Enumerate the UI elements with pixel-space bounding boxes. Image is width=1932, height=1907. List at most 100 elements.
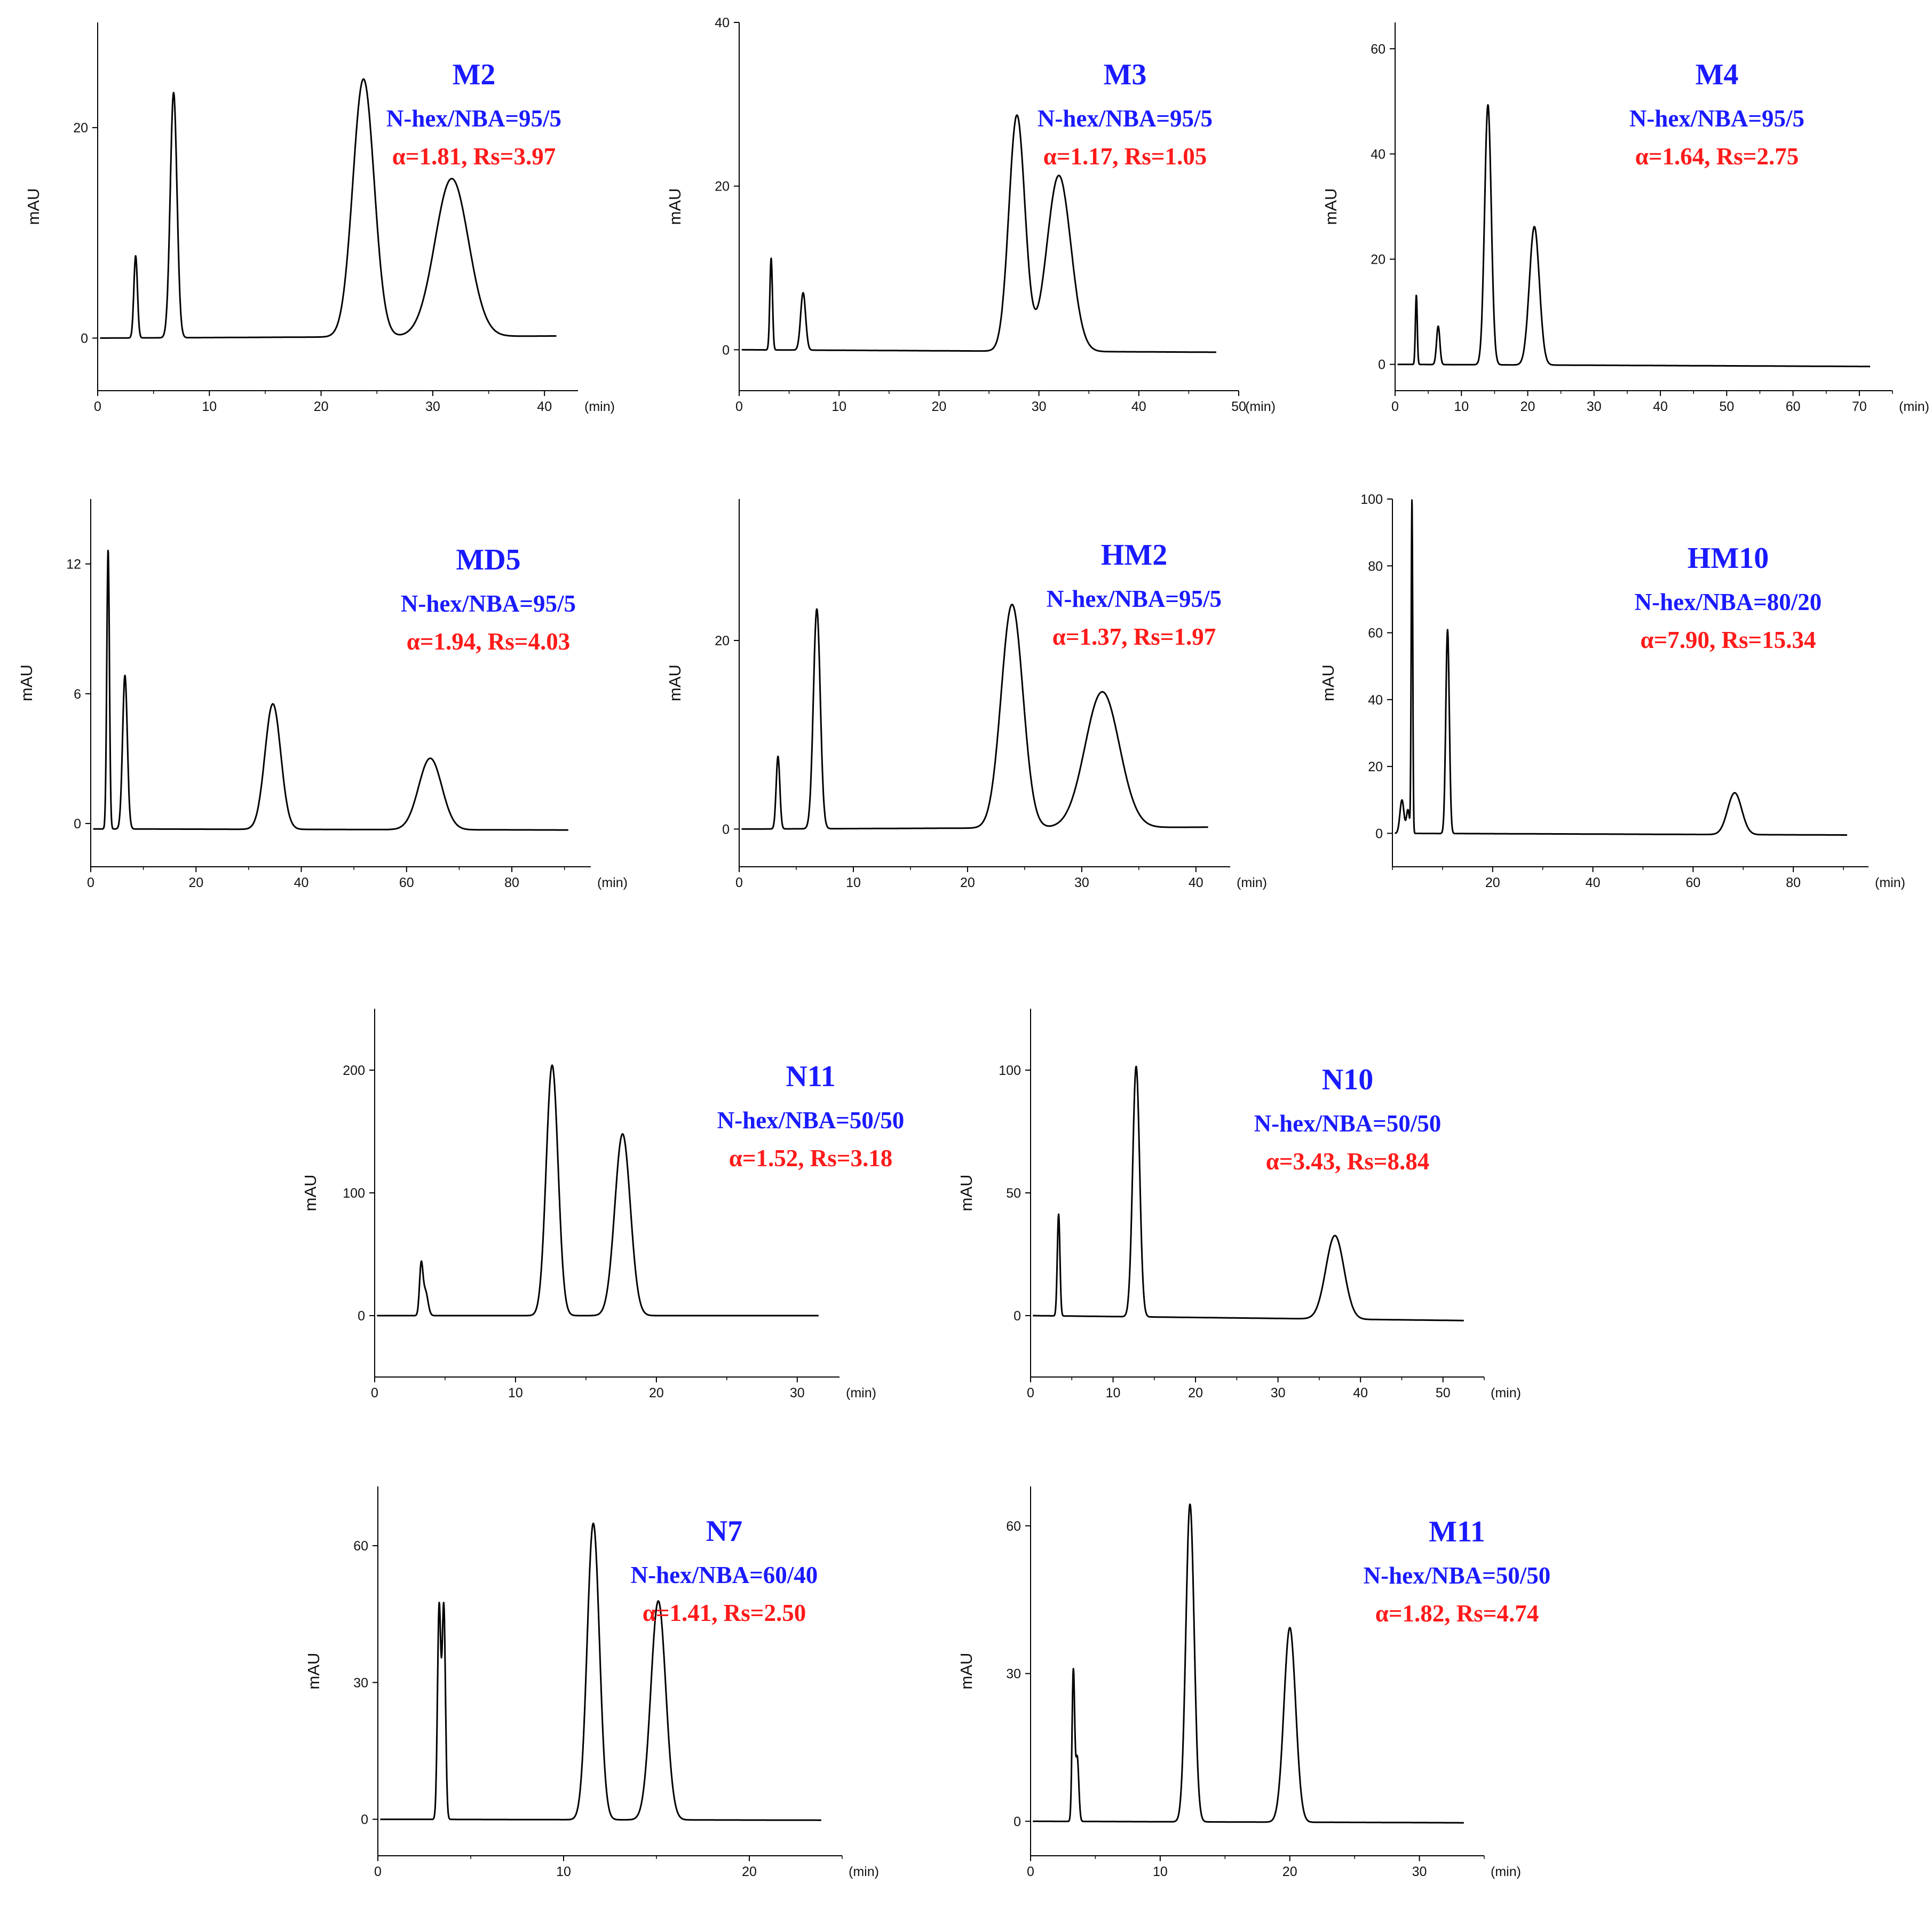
chromatogram-trace — [99, 78, 557, 339]
y-tick-label: 30 — [353, 1675, 368, 1690]
x-tick-label: 0 — [1027, 1864, 1034, 1879]
y-tick-label: 80 — [1368, 559, 1383, 574]
x-tick-label: 40 — [537, 399, 552, 414]
chart-panel-hm10: 20 40 60 80 0 20 40 60 80 100 (min) mAU HM10 N-hex/NB… — [1319, 492, 1905, 890]
mobile-phase-label: N-hex/NBA=95/5 — [1629, 105, 1804, 132]
x-axis-unit: (min) — [1491, 1386, 1521, 1400]
x-tick-label: 80 — [504, 875, 519, 890]
chromatogram-trace — [376, 1064, 819, 1317]
y-tick-label: 100 — [999, 1063, 1021, 1078]
y-tick-label: 60 — [353, 1539, 368, 1554]
x-tick-label: 0 — [1391, 399, 1399, 414]
mobile-phase-label: N-hex/NBA=95/5 — [386, 105, 561, 132]
separation-stats: α=1.82, Rs=4.74 — [1375, 1600, 1539, 1627]
y-tick-label: 40 — [715, 15, 730, 30]
x-tick-label: 60 — [1786, 399, 1801, 414]
y-tick-label: 6 — [74, 687, 81, 702]
mobile-phase-label: N-hex/NBA=60/40 — [631, 1562, 818, 1588]
peak-apex — [451, 180, 452, 181]
x-axis-unit: (min) — [846, 1386, 876, 1400]
sample-title: M11 — [1429, 1515, 1485, 1548]
peak-apex — [1734, 791, 1735, 792]
x-axis-unit: (min) — [1491, 1864, 1521, 1879]
y-tick-label: 60 — [1006, 1519, 1021, 1534]
x-tick-label: 0 — [371, 1386, 378, 1400]
chart-panel-m3: 0 10 20 30 40 50 0 20 40 (min) mAU M3 N-hex/NBA=95/5… — [666, 15, 1276, 414]
separation-stats: α=1.64, Rs=2.75 — [1635, 143, 1799, 170]
chromatogram-trace — [741, 114, 1217, 353]
x-tick-label: 0 — [735, 875, 743, 890]
x-tick-label: 40 — [1653, 399, 1668, 414]
sample-title: HM2 — [1101, 539, 1167, 572]
x-axis-unit: (min) — [849, 1864, 879, 1879]
mobile-phase-label: N-hex/NBA=80/20 — [1635, 589, 1822, 615]
x-tick-label: 50 — [1719, 399, 1734, 414]
y-tick-label: 20 — [1368, 759, 1383, 774]
y-axis-title: mAU — [304, 1653, 323, 1690]
y-tick-label: 20 — [73, 121, 88, 136]
x-tick-label: 40 — [1353, 1386, 1368, 1400]
y-tick-label: 40 — [1371, 147, 1385, 162]
x-tick-label: 20 — [649, 1386, 664, 1400]
sample-title: N11 — [786, 1060, 835, 1093]
mobile-phase-label: N-hex/NBA=95/5 — [1038, 105, 1213, 132]
separation-stats: α=3.43, Rs=8.84 — [1266, 1148, 1429, 1175]
x-tick-label: 10 — [202, 399, 217, 414]
y-tick-label: 40 — [1368, 693, 1383, 708]
y-tick-label: 0 — [722, 343, 730, 358]
chart-panel-m4: 0 10 20 30 40 50 60 70 0 20 40 60 (min) mAU M4 N-hex/NB… — [1321, 22, 1929, 414]
x-tick-label: 50 — [1436, 1386, 1451, 1400]
separation-stats: α=1.52, Rs=3.18 — [729, 1145, 892, 1172]
x-axis-unit: (min) — [1875, 875, 1905, 890]
chromatogram-trace — [1032, 1065, 1464, 1322]
y-tick-label: 60 — [1368, 626, 1383, 641]
x-tick-label: 50 — [1231, 399, 1246, 414]
y-tick-label: 0 — [358, 1309, 365, 1324]
chart-panel-n10: 0 10 20 30 40 50 0 50 100 (min) mAU N10 N-hex/NBA=50… — [957, 1009, 1521, 1400]
x-tick-label: 30 — [1587, 399, 1602, 414]
x-tick-label: 20 — [1521, 399, 1535, 414]
y-tick-label: 100 — [343, 1186, 365, 1201]
x-tick-label: 30 — [1412, 1864, 1427, 1879]
chromatogram-trace — [1397, 104, 1871, 368]
x-tick-label: 20 — [188, 875, 203, 890]
x-tick-label: 10 — [1106, 1386, 1121, 1400]
x-tick-label: 30 — [425, 399, 440, 414]
x-tick-label: 20 — [1485, 875, 1500, 890]
sample-title: M3 — [1104, 58, 1147, 91]
x-tick-label: 0 — [87, 875, 94, 890]
y-tick-label: 50 — [1006, 1186, 1021, 1201]
chromatogram-trace — [1394, 499, 1848, 836]
x-tick-label: 10 — [1153, 1864, 1168, 1879]
sample-title: N7 — [706, 1515, 742, 1548]
x-tick-label: 0 — [735, 399, 743, 414]
y-tick-label: 0 — [361, 1813, 368, 1827]
y-axis-title: mAU — [957, 1175, 976, 1212]
y-tick-label: 0 — [1013, 1309, 1021, 1324]
y-axis-title: mAU — [24, 188, 43, 225]
separation-stats: α=1.17, Rs=1.05 — [1043, 143, 1207, 170]
x-tick-label: 10 — [1454, 399, 1469, 414]
x-tick-label: 60 — [1685, 875, 1700, 890]
x-axis-unit: (min) — [1237, 875, 1267, 890]
chart-panel-n7: 0 10 20 0 30 60 (min) mAU N7 N-hex/NBA=60/40 α=1.4… — [304, 1486, 879, 1879]
x-axis-unit: (min) — [1899, 399, 1929, 414]
x-tick-label: 40 — [1131, 399, 1146, 414]
x-axis-unit: (min) — [1245, 399, 1276, 414]
y-tick-label: 0 — [1013, 1814, 1021, 1829]
sample-title: M2 — [453, 58, 496, 91]
sample-title: HM10 — [1688, 542, 1769, 575]
chart-panel-md5: 0 20 40 60 80 0 6 12 (min) mAU MD5 N-hex/NBA=95/5 α=… — [17, 499, 628, 890]
y-axis-title: mAU — [1319, 664, 1337, 701]
y-axis-title: mAU — [957, 1653, 976, 1690]
y-tick-label: 30 — [1006, 1667, 1021, 1682]
y-tick-label: 20 — [715, 634, 730, 648]
chart-panel-hm2: 0 10 20 30 40 0 20 (min) mAU HM2 N-hex/NBA=95/5 α=1… — [666, 499, 1267, 890]
sample-title: M4 — [1696, 58, 1739, 91]
y-axis-title: mAU — [666, 664, 684, 701]
separation-stats: α=1.94, Rs=4.03 — [407, 628, 570, 655]
x-tick-label: 30 — [1074, 875, 1089, 890]
peak-apex — [1136, 1065, 1137, 1066]
